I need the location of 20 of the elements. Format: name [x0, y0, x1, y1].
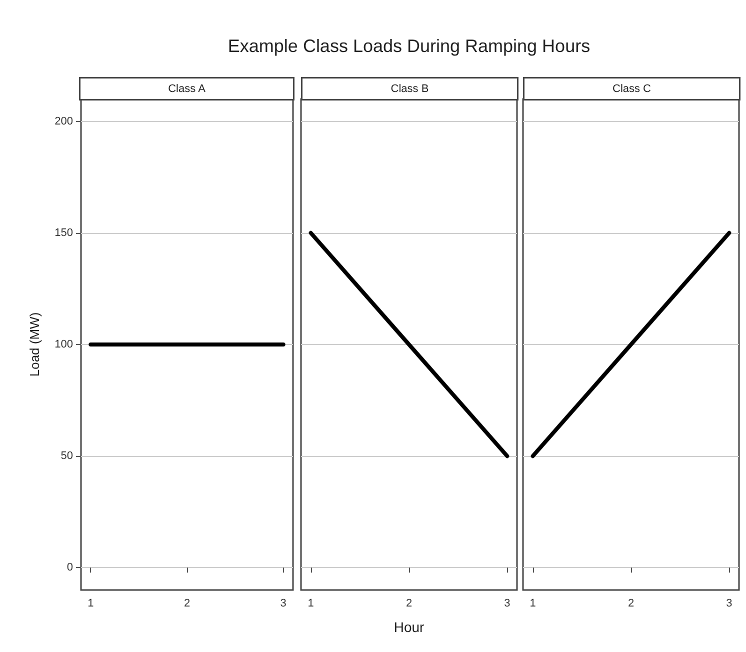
x-tick-label: 2: [184, 598, 190, 610]
x-axis-title: Hour: [394, 619, 425, 635]
x-tick-label: 3: [726, 598, 732, 610]
x-tick-label: 1: [530, 598, 536, 610]
text: Example Class Loads During Ramping Hours: [226, 36, 592, 57]
x-tick-label: 1: [88, 598, 94, 610]
chart-title: Class A: [168, 82, 206, 95]
y-tick-label: 50: [60, 450, 73, 462]
y-tick-label: 150: [54, 226, 73, 239]
x-tick-label: 3: [280, 598, 286, 610]
y-axis-title: Load (MW): [27, 312, 42, 377]
x-tick-label: 3: [504, 598, 510, 610]
y-tick-label: 0: [66, 562, 73, 574]
chart-title: Class B: [390, 82, 429, 95]
x-tick-label: 2: [628, 598, 634, 610]
y-tick-label: 100: [54, 338, 73, 350]
x-tick-label: 1: [308, 598, 314, 610]
y-tick-label: 200: [54, 115, 73, 128]
x-tick-label: 2: [406, 598, 412, 610]
chart-title: Class C: [612, 82, 652, 95]
